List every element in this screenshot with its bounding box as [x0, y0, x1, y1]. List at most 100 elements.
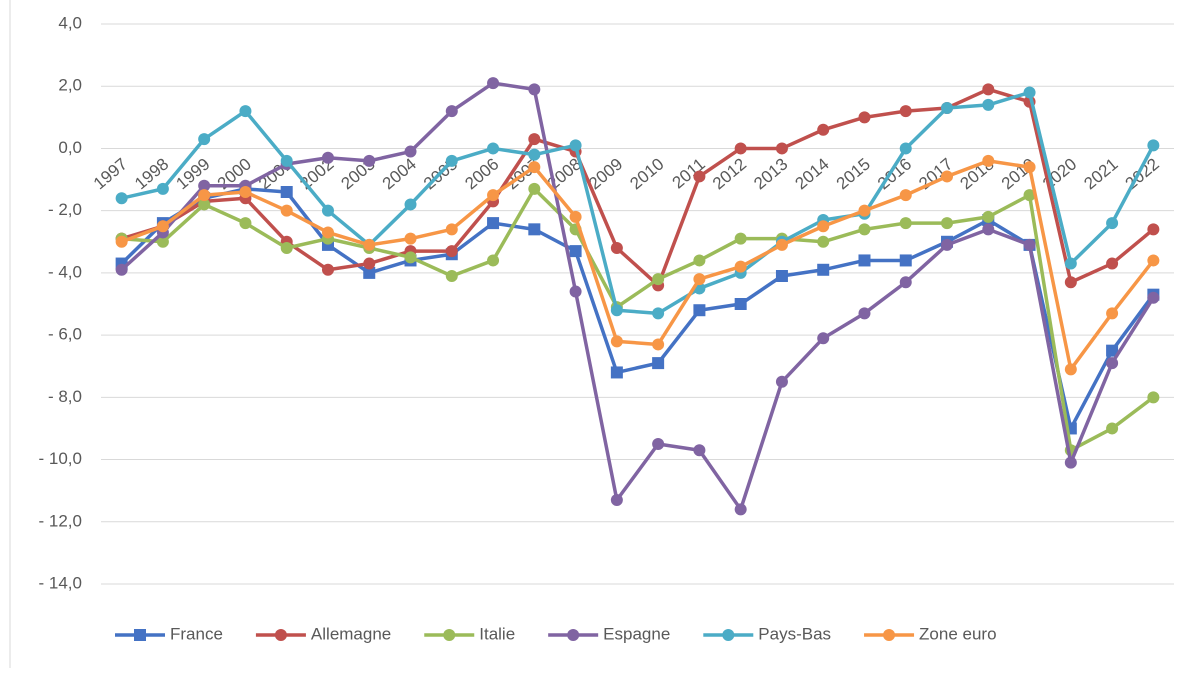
marker — [775, 142, 788, 155]
marker — [941, 217, 954, 230]
y-tick-label: 0,0 — [58, 138, 82, 157]
series-line — [121, 187, 1155, 452]
y-tick-label: - 2,0 — [48, 200, 82, 219]
x-tick-label: 2015 — [833, 154, 874, 193]
marker — [1106, 422, 1119, 435]
marker — [487, 77, 500, 90]
marker — [1023, 189, 1036, 202]
marker — [198, 198, 211, 211]
marker — [239, 217, 252, 230]
marker — [817, 123, 830, 136]
series-line — [120, 187, 1155, 431]
marker — [610, 366, 623, 379]
marker — [445, 270, 458, 282]
marker — [1147, 291, 1160, 304]
marker — [1023, 238, 1036, 251]
marker — [982, 154, 995, 167]
marker — [610, 494, 623, 506]
marker — [1106, 257, 1119, 270]
legend-label: Zone euro — [919, 624, 997, 643]
x-tick-label: 2014 — [791, 154, 832, 193]
marker — [693, 444, 706, 457]
marker — [528, 182, 541, 195]
marker — [280, 242, 293, 254]
marker — [198, 179, 211, 192]
marker — [404, 198, 417, 211]
legend-entry: France — [115, 624, 223, 643]
marker — [858, 111, 871, 124]
marker — [487, 254, 500, 267]
marker — [487, 217, 500, 230]
marker — [817, 235, 830, 248]
x-tick-label: 2004 — [379, 154, 420, 193]
marker — [1147, 391, 1160, 404]
marker — [982, 83, 995, 96]
marker — [775, 238, 788, 251]
legend-entry: Allemagne — [255, 624, 391, 643]
series-line — [121, 159, 1155, 372]
marker — [1106, 307, 1119, 320]
marker — [156, 220, 169, 233]
series-line — [120, 81, 1155, 512]
x-tick-label: 2021 — [1080, 154, 1121, 193]
legend-label: Italie — [479, 624, 515, 643]
marker — [899, 105, 912, 118]
marker — [1147, 254, 1160, 267]
marker — [858, 223, 871, 236]
legend-entry: Zone euro — [864, 624, 997, 643]
marker — [734, 298, 747, 310]
marker — [982, 210, 995, 223]
marker — [982, 98, 995, 111]
x-tick-label: 2013 — [750, 154, 791, 193]
y-tick-label: - 6,0 — [48, 325, 82, 344]
y-tick-label: 2,0 — [58, 76, 82, 95]
marker — [156, 182, 169, 195]
legend-entry: Espagne — [548, 624, 670, 643]
legend-label: Espagne — [603, 624, 670, 643]
marker — [858, 204, 871, 217]
marker — [404, 145, 417, 158]
legend-marker — [567, 629, 580, 641]
marker — [404, 251, 417, 264]
marker — [445, 105, 458, 118]
legend-entry: Pays-Bas — [703, 624, 831, 643]
y-tick-label: - 10,0 — [39, 449, 82, 468]
y-tick-label: - 8,0 — [48, 387, 82, 406]
y-tick-label: - 14,0 — [39, 573, 82, 592]
marker — [569, 139, 582, 152]
marker — [610, 304, 623, 317]
marker — [899, 217, 912, 230]
marker — [734, 260, 747, 273]
marker — [569, 210, 582, 223]
marker — [1064, 257, 1077, 270]
legend-label: France — [170, 624, 223, 643]
marker — [528, 83, 541, 96]
marker — [321, 204, 334, 217]
marker — [858, 307, 871, 320]
marker — [652, 307, 665, 320]
marker — [652, 338, 665, 351]
marker — [445, 154, 458, 167]
marker — [693, 170, 706, 183]
marker — [899, 142, 912, 155]
marker — [775, 270, 788, 282]
marker — [652, 357, 665, 370]
marker — [239, 105, 252, 118]
marker — [652, 273, 665, 286]
marker — [115, 192, 128, 205]
marker — [363, 257, 376, 270]
marker — [941, 238, 954, 251]
marker — [280, 154, 293, 167]
y-tick-label: - 4,0 — [48, 262, 82, 281]
marker — [198, 189, 211, 202]
marker — [734, 503, 747, 516]
marker — [1106, 357, 1119, 370]
marker — [817, 220, 830, 233]
marker — [156, 235, 169, 248]
x-tick-label: 1997 — [90, 154, 131, 193]
marker — [280, 186, 293, 198]
marker — [363, 266, 376, 279]
marker — [1023, 86, 1036, 99]
marker — [652, 438, 665, 450]
